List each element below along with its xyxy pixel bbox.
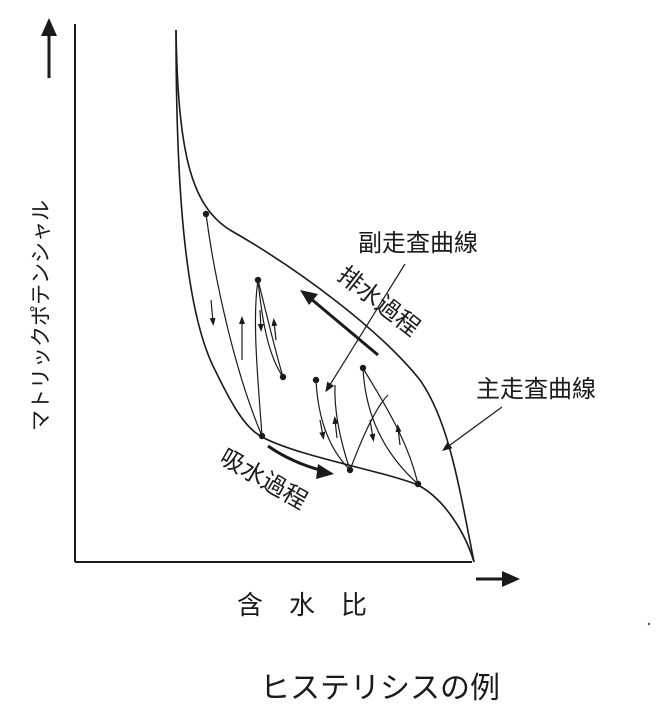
main-wetting-curve [175, 29, 475, 563]
scan-speck [647, 622, 651, 626]
turning-point [254, 276, 262, 284]
scanning-loop-1-up [254, 279, 263, 437]
scanning-loop-2-arrow-b [271, 318, 278, 341]
drying-process-arrow [300, 290, 379, 357]
x-axis-label: 含 水 比 [237, 591, 367, 621]
scanning-loop-4-arrow-a [369, 419, 376, 442]
scanning-loop-4-inner [349, 394, 389, 471]
wetting-process-arrow [267, 444, 334, 479]
scanning-loop-3-arrow-b [332, 416, 339, 439]
scanning-curve-label: 副走査曲線 [358, 229, 478, 257]
scanning-loops [205, 213, 419, 485]
turning-point [359, 364, 367, 372]
scanning-loop-4-arrow-b [395, 424, 402, 446]
scanning-loop-2-arrow-a [257, 309, 264, 332]
turning-point [414, 480, 422, 488]
turning-point [258, 432, 266, 440]
scanning-loop-2-up [257, 279, 284, 378]
figure-caption: ヒステリシスの例 [260, 671, 500, 706]
main-curve-leader [441, 406, 503, 451]
scanning-loop-3-arrow-a [319, 419, 326, 440]
turning-point [312, 376, 320, 384]
scanning-loop-2-down [257, 279, 284, 378]
scanning-loop-4-down [362, 367, 419, 485]
scanning-curve-leader [325, 263, 406, 393]
turning-point [202, 210, 210, 218]
turning-points [202, 210, 422, 488]
y-axis-label: マトリックポテンシャル [29, 200, 53, 431]
wetting-process-label: 吸水過程 [215, 443, 312, 515]
turning-point [279, 373, 287, 381]
axes [74, 24, 472, 563]
scanning-loop-3-up [334, 384, 351, 471]
turning-point [346, 466, 354, 474]
scanning-loop-1-arrow-a [209, 299, 216, 326]
scanning-loop-3-down [315, 379, 351, 471]
scanning-loop-1-down [205, 213, 263, 437]
y-axis-arrow [41, 18, 57, 78]
x-axis-arrow [476, 571, 520, 587]
scanning-loop-4-up [363, 369, 419, 485]
main-curve-label: 主走査曲線 [476, 375, 596, 403]
